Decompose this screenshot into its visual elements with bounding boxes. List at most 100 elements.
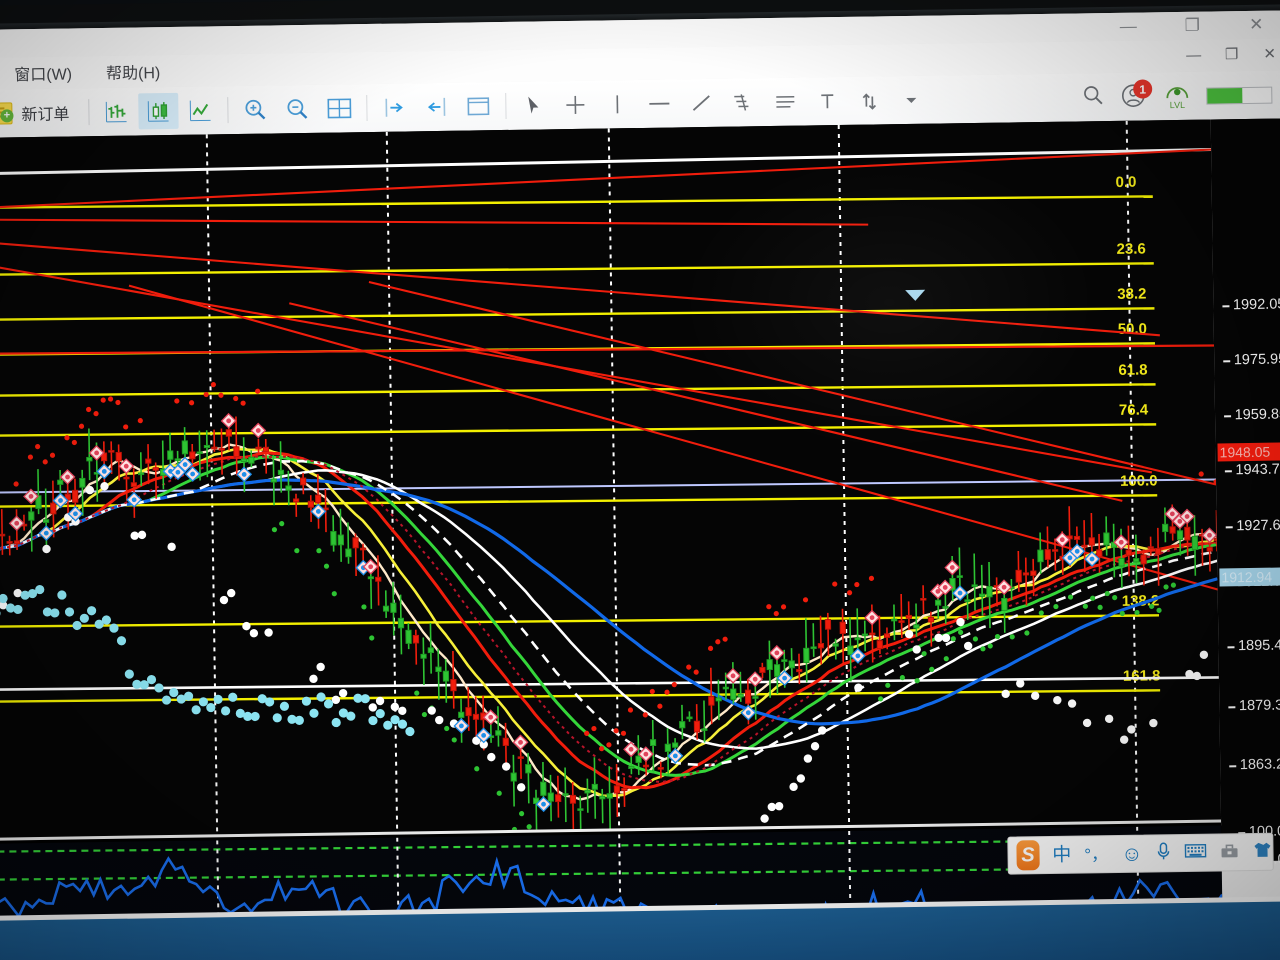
close-button[interactable]: ✕ (1248, 14, 1264, 34)
candle-body (847, 645, 854, 656)
bar-chart-icon[interactable] (96, 93, 137, 130)
parabolic-sar-dot (715, 639, 721, 645)
indicator-dot-cyan (331, 717, 341, 728)
menu-item-window[interactable]: 窗口(W) (14, 66, 73, 85)
dropdown-arrow-icon[interactable] (891, 82, 932, 119)
ime-emoji-icon[interactable]: ☺ (1120, 842, 1143, 866)
text-lines-icon[interactable] (765, 84, 806, 121)
fibonacci-level-line[interactable] (0, 302, 1155, 325)
fibonacci-level-line[interactable] (0, 489, 1158, 512)
parabolic-sar-dot (921, 651, 927, 657)
notifications-button[interactable]: 1 (1120, 79, 1153, 110)
candle-body (606, 793, 613, 799)
ma-blue-line (0, 478, 1218, 726)
ime-microphone-icon[interactable] (1155, 841, 1171, 866)
text-label-icon[interactable] (807, 83, 848, 120)
zoom-out-icon[interactable] (277, 91, 318, 128)
ime-toolbar[interactable]: S 中 °， ☺ (1007, 832, 1274, 875)
sogou-logo-icon[interactable]: S (1016, 840, 1040, 871)
signal-marker (8, 515, 25, 532)
vertical-line-icon[interactable] (597, 86, 638, 123)
candle-body (773, 664, 781, 677)
candle-body (693, 720, 701, 733)
ime-skin-icon[interactable] (1252, 840, 1272, 863)
price-scale[interactable]: 1992.05 1975.95 1959.85 1943.75 1927.65 1912.… (1210, 118, 1280, 960)
signal-marker (1084, 551, 1100, 567)
parabolic-sar-dot (1090, 595, 1096, 601)
candle-body (672, 742, 679, 748)
ime-keyboard-icon[interactable] (1184, 842, 1207, 863)
parabolic-sar-dot (107, 396, 114, 402)
minimize-button[interactable]: — (1119, 16, 1137, 36)
zoom-in-icon[interactable] (235, 91, 276, 128)
price-level-line[interactable] (0, 336, 1215, 364)
candle-wick (535, 789, 538, 831)
signal-marker (362, 558, 379, 575)
candlestick-chart-icon[interactable] (138, 92, 179, 130)
lvl-indicator[interactable]: LVL (1164, 82, 1190, 110)
trendline-object[interactable] (0, 148, 1212, 209)
candle-wick (571, 781, 575, 833)
search-icon[interactable] (1082, 84, 1104, 111)
ime-language-mode[interactable]: 中 (1052, 844, 1072, 866)
cursor-icon[interactable] (513, 87, 554, 124)
indicator-dot (767, 802, 776, 812)
parabolic-sar-dot (64, 435, 70, 441)
indicator-dot-cyan (101, 615, 112, 625)
parabolic-sar-dot (1038, 610, 1044, 616)
menu-item-help[interactable]: 帮助(H) (105, 65, 161, 83)
templates-icon[interactable] (458, 88, 499, 125)
candle-wick (139, 452, 143, 487)
line-chart-icon[interactable] (180, 92, 221, 129)
indicator-dot (316, 662, 325, 672)
trendline-object[interactable] (0, 225, 1160, 352)
horizontal-line-icon[interactable] (639, 85, 680, 122)
candle-wick (893, 604, 896, 641)
trendline-icon[interactable] (681, 85, 722, 122)
candle-body (517, 756, 524, 759)
candle-body (964, 599, 971, 602)
fibonacci-level-line[interactable] (0, 609, 1160, 632)
candle-body (1001, 597, 1008, 611)
auto-scroll-icon[interactable] (374, 89, 415, 126)
fibonacci-level-line[interactable] (0, 257, 1154, 280)
indicator-dot-cyan (397, 719, 408, 729)
support-line-object[interactable] (0, 671, 1219, 695)
fibonacci-level-line[interactable] (0, 378, 1156, 401)
parabolic-sar-dot (1024, 630, 1030, 636)
parabolic-sar-dot (1170, 582, 1177, 588)
candle-body (352, 537, 359, 549)
signal-marker (169, 464, 186, 481)
maximize-button[interactable]: ❐ (1184, 15, 1201, 35)
trendline-object[interactable] (128, 270, 1218, 606)
indicator-dot (963, 641, 973, 651)
new-order-button[interactable]: 新订单 (0, 98, 82, 127)
trendline-object[interactable] (0, 207, 869, 238)
candle-body (375, 576, 382, 582)
ime-toolbox-icon[interactable] (1219, 841, 1239, 864)
chart-object-marker-icon[interactable] (904, 289, 926, 302)
indicator-dot-cyan (360, 694, 370, 704)
candle-body (810, 646, 817, 650)
mdi-close-button[interactable]: ✕ (1263, 45, 1277, 63)
trendline-object[interactable] (289, 291, 1123, 513)
parabolic-sar-dot (929, 666, 935, 672)
crosshair-icon[interactable] (555, 87, 596, 124)
ime-punctuation-icon[interactable]: °， (1084, 844, 1109, 864)
mdi-minimize-button[interactable]: — (1186, 46, 1202, 64)
trendline-object[interactable] (368, 270, 1217, 497)
fibonacci-level-line[interactable] (0, 190, 1153, 213)
chart-shift-icon[interactable] (416, 89, 457, 126)
candle-body (115, 451, 122, 462)
fibonacci-icon[interactable] (723, 84, 764, 121)
arrows-icon[interactable] (849, 82, 890, 119)
tile-windows-icon[interactable] (319, 90, 360, 127)
mdi-maximize-button[interactable]: ❐ (1224, 46, 1239, 64)
indicator-dot-cyan (235, 708, 245, 718)
parabolic-sar-dot (188, 400, 195, 406)
signal-marker (118, 458, 135, 475)
parabolic-sar-dot (1067, 594, 1074, 600)
indicator-dot-cyan (50, 608, 60, 618)
